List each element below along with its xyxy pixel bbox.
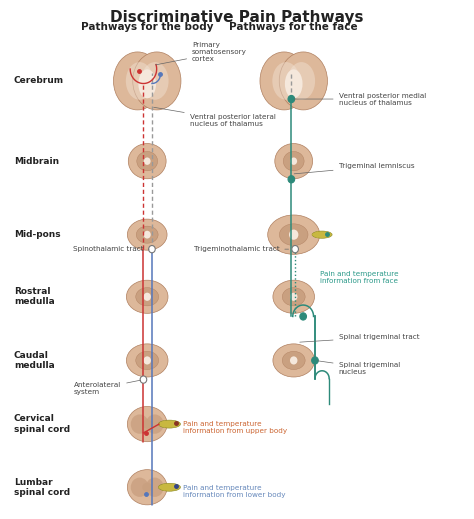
Ellipse shape	[158, 483, 181, 491]
Ellipse shape	[127, 344, 168, 377]
Text: Cerebrum: Cerebrum	[14, 76, 64, 86]
Ellipse shape	[146, 477, 164, 497]
Ellipse shape	[141, 62, 169, 100]
Circle shape	[144, 231, 151, 239]
Text: Ventral posterior lateral
nucleus of thalamus: Ventral posterior lateral nucleus of tha…	[154, 107, 275, 127]
Ellipse shape	[128, 406, 167, 442]
Ellipse shape	[136, 288, 159, 306]
Ellipse shape	[279, 224, 308, 245]
Text: Trigeminothalamic tract: Trigeminothalamic tract	[193, 246, 289, 252]
Ellipse shape	[126, 62, 153, 100]
Circle shape	[292, 245, 299, 253]
Text: Cervical
spinal cord: Cervical spinal cord	[14, 414, 70, 434]
Text: Trigeminal lemniscus: Trigeminal lemniscus	[294, 163, 414, 174]
Ellipse shape	[285, 70, 302, 98]
Text: Pain and temperature
information from face: Pain and temperature information from fa…	[319, 271, 398, 284]
Text: Ventral posterior medial
nucleus of thalamus: Ventral posterior medial nucleus of thal…	[294, 92, 426, 105]
Circle shape	[312, 357, 318, 364]
Text: Spinal trigeminal
nucleus: Spinal trigeminal nucleus	[318, 361, 400, 375]
Text: Mid-pons: Mid-pons	[14, 230, 61, 239]
Text: Midbrain: Midbrain	[14, 157, 59, 166]
Ellipse shape	[131, 477, 148, 497]
Polygon shape	[159, 421, 165, 427]
Ellipse shape	[128, 470, 167, 505]
Ellipse shape	[136, 351, 159, 370]
Text: Pathways for the body: Pathways for the body	[81, 22, 213, 32]
Ellipse shape	[273, 280, 315, 313]
Circle shape	[144, 357, 151, 364]
Ellipse shape	[137, 226, 158, 243]
Ellipse shape	[133, 52, 181, 110]
Text: Spinal trigeminal tract: Spinal trigeminal tract	[300, 334, 419, 342]
Text: Primary
somatosensory
cortex: Primary somatosensory cortex	[155, 43, 247, 65]
Circle shape	[289, 229, 299, 240]
Ellipse shape	[137, 152, 157, 171]
Text: Caudal
medulla: Caudal medulla	[14, 351, 55, 370]
Ellipse shape	[158, 420, 181, 428]
Ellipse shape	[273, 344, 315, 377]
Circle shape	[290, 293, 298, 301]
Text: Rostral
medulla: Rostral medulla	[14, 287, 55, 306]
Ellipse shape	[142, 420, 152, 429]
Text: Anterolateral
system: Anterolateral system	[74, 380, 141, 395]
Circle shape	[288, 95, 295, 103]
Ellipse shape	[283, 351, 305, 370]
Text: Lumbar
spinal cord: Lumbar spinal cord	[14, 477, 70, 497]
Circle shape	[140, 376, 147, 383]
Ellipse shape	[275, 144, 313, 179]
Ellipse shape	[146, 414, 164, 434]
Text: Spinothalamic tract: Spinothalamic tract	[73, 246, 149, 252]
Text: Discriminative Pain Pathways: Discriminative Pain Pathways	[110, 10, 364, 25]
Ellipse shape	[131, 414, 148, 434]
Circle shape	[144, 293, 151, 301]
Circle shape	[290, 157, 297, 165]
Ellipse shape	[283, 152, 304, 171]
Circle shape	[149, 245, 155, 253]
Ellipse shape	[312, 231, 332, 238]
Polygon shape	[159, 484, 165, 490]
Ellipse shape	[128, 219, 167, 250]
Circle shape	[300, 313, 307, 320]
Circle shape	[288, 175, 295, 183]
Ellipse shape	[283, 288, 305, 306]
Text: Pain and temperature
information from upper body: Pain and temperature information from up…	[182, 421, 287, 434]
Ellipse shape	[138, 70, 156, 98]
Ellipse shape	[260, 52, 308, 110]
Ellipse shape	[113, 52, 162, 110]
Text: Pathways for the face: Pathways for the face	[229, 22, 358, 32]
Ellipse shape	[279, 52, 328, 110]
Text: Pain and temperature
information from lower body: Pain and temperature information from lo…	[182, 485, 285, 498]
Circle shape	[144, 157, 151, 165]
Ellipse shape	[127, 280, 168, 313]
Ellipse shape	[288, 62, 315, 100]
Circle shape	[290, 357, 298, 364]
Polygon shape	[313, 232, 318, 237]
Ellipse shape	[142, 483, 152, 491]
Ellipse shape	[268, 215, 319, 254]
Ellipse shape	[273, 62, 300, 100]
Ellipse shape	[128, 144, 166, 179]
